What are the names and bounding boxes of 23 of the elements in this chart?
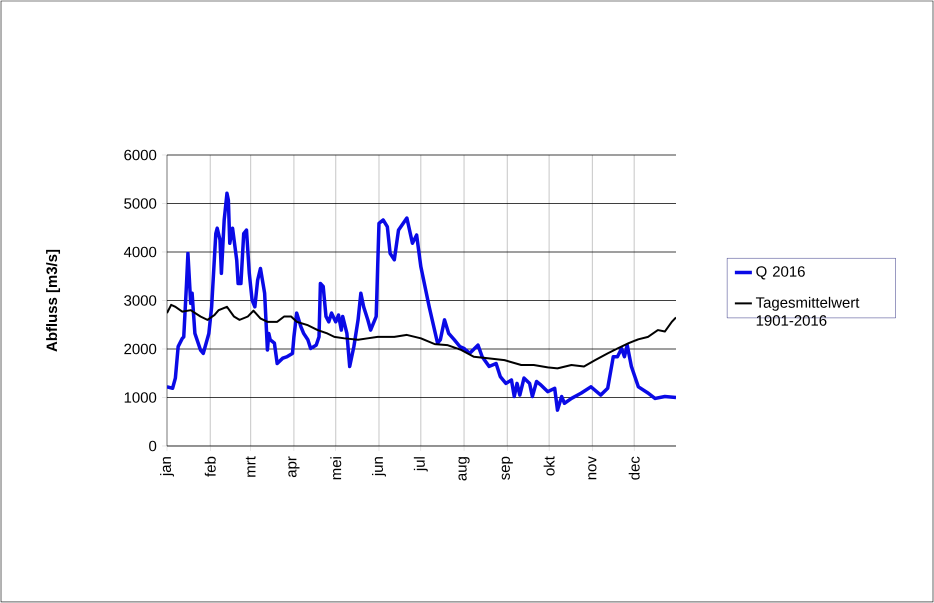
x-tick-label: feb xyxy=(204,456,216,477)
x-tick-label: nov xyxy=(588,456,596,480)
y-tick-label: 5000 xyxy=(124,198,156,209)
y-tick-label: 0 xyxy=(149,440,156,452)
x-tick-label: jan xyxy=(160,457,174,476)
line-series xyxy=(167,192,676,412)
x-tick-label: mei xyxy=(330,457,342,480)
legend-label: Q 2016 xyxy=(756,266,805,280)
y-tick-label: 2000 xyxy=(124,344,156,354)
x-tick-label: sep xyxy=(502,456,513,480)
x-tick-label: dec xyxy=(628,456,640,480)
x-tick-label: jun xyxy=(372,457,386,476)
y-tick-label: 1000 xyxy=(124,392,156,403)
x-tick-label: okt xyxy=(544,456,555,476)
y-tick-label: 3000 xyxy=(124,295,156,306)
x-tick-label: apr xyxy=(288,456,300,478)
x-tick-label: jul xyxy=(414,457,428,472)
y-tick-label: 4000 xyxy=(124,246,156,258)
y-tick-label: 6000 xyxy=(124,150,156,160)
x-tick-label: mrt xyxy=(246,456,256,477)
x-tick-label: aug xyxy=(458,457,470,480)
y-axis-title: Abfluss [m3/s] xyxy=(46,250,60,352)
legend-label: Tagesmittelwert 1901-2016 xyxy=(756,296,860,326)
